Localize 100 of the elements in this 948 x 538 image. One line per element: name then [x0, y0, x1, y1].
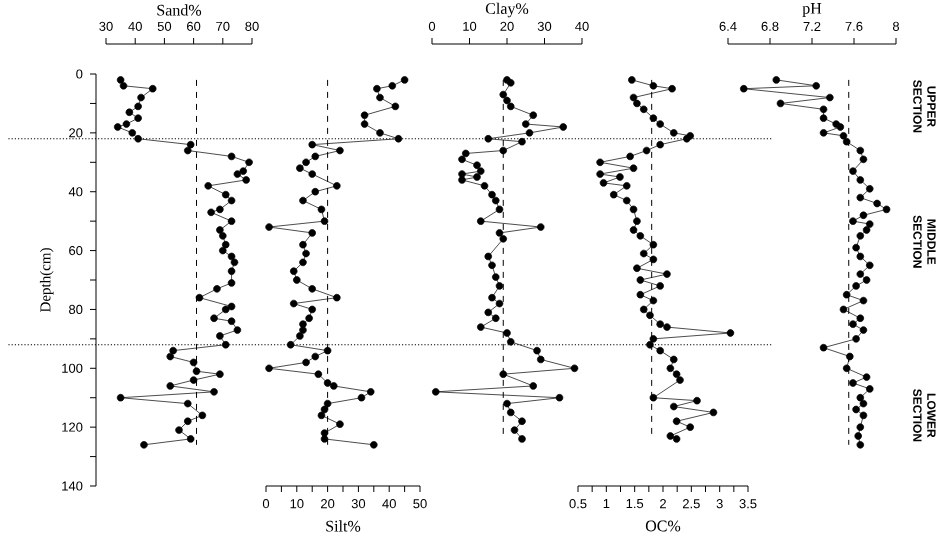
- point: [323, 346, 332, 355]
- point: [370, 441, 378, 449]
- point: [195, 293, 204, 302]
- point: [882, 205, 891, 214]
- point: [633, 264, 641, 272]
- point: [709, 408, 718, 417]
- point: [186, 435, 195, 443]
- point: [529, 382, 537, 390]
- point: [852, 405, 860, 414]
- point: [819, 105, 828, 114]
- point: [289, 299, 298, 308]
- point: [859, 399, 868, 408]
- point: [656, 282, 664, 290]
- point: [859, 326, 868, 334]
- point: [507, 102, 515, 111]
- point: [198, 411, 207, 420]
- point: [336, 146, 344, 155]
- point: [320, 435, 329, 443]
- point: [296, 164, 304, 172]
- point: [649, 82, 658, 90]
- point: [668, 84, 676, 93]
- point: [216, 205, 224, 214]
- point: [230, 258, 239, 267]
- point: [499, 235, 508, 243]
- point: [210, 388, 218, 396]
- point: [859, 155, 868, 164]
- point: [299, 240, 307, 249]
- point: [676, 376, 684, 384]
- point: [856, 252, 865, 261]
- point: [852, 282, 860, 290]
- point: [265, 364, 273, 373]
- point: [772, 76, 781, 84]
- point: [166, 382, 174, 390]
- point: [842, 290, 851, 299]
- point: [219, 232, 227, 240]
- point: [529, 111, 537, 119]
- point: [639, 105, 648, 114]
- point: [216, 332, 224, 340]
- point: [376, 93, 384, 102]
- point: [499, 90, 508, 99]
- point: [286, 341, 295, 349]
- point: [866, 261, 874, 270]
- point: [323, 379, 332, 387]
- point: [639, 305, 648, 314]
- point: [492, 314, 500, 323]
- point: [856, 146, 865, 155]
- point: [134, 102, 142, 111]
- point: [308, 170, 316, 178]
- point: [570, 364, 579, 373]
- x-axis-title: OC%: [645, 520, 681, 532]
- point: [559, 123, 567, 131]
- point: [477, 323, 485, 331]
- point: [672, 417, 681, 426]
- point: [305, 314, 313, 323]
- point: [388, 82, 397, 90]
- point: [192, 367, 201, 375]
- point: [360, 111, 369, 119]
- point: [140, 441, 148, 449]
- point: [503, 399, 511, 408]
- point: [184, 417, 192, 426]
- point: [495, 299, 504, 308]
- point: [320, 217, 329, 225]
- point: [462, 149, 470, 158]
- point: [740, 84, 748, 93]
- point: [175, 426, 183, 434]
- point: [656, 346, 664, 355]
- point: [856, 441, 865, 449]
- point: [629, 226, 638, 234]
- point: [726, 329, 735, 337]
- point: [391, 102, 400, 111]
- point: [116, 76, 125, 84]
- point: [672, 435, 681, 443]
- point: [227, 252, 236, 261]
- point: [656, 120, 664, 128]
- point: [522, 120, 530, 128]
- point: [293, 276, 301, 284]
- x-axis-title: pH: [802, 3, 822, 17]
- point: [116, 393, 125, 402]
- point: [649, 240, 658, 249]
- point: [622, 196, 631, 205]
- point: [839, 132, 848, 140]
- point: [842, 364, 851, 373]
- point: [626, 152, 634, 161]
- point: [859, 211, 868, 220]
- point: [184, 146, 192, 155]
- point: [317, 411, 326, 420]
- point: [323, 399, 332, 408]
- point: [849, 379, 857, 387]
- point: [394, 135, 403, 143]
- point: [495, 229, 504, 237]
- point: [242, 176, 250, 184]
- point: [134, 114, 142, 122]
- point: [596, 170, 604, 178]
- point: [477, 167, 485, 175]
- point: [373, 84, 381, 93]
- point: [852, 335, 860, 343]
- point: [492, 196, 500, 205]
- point: [320, 405, 329, 414]
- point: [207, 208, 215, 217]
- point: [227, 217, 236, 225]
